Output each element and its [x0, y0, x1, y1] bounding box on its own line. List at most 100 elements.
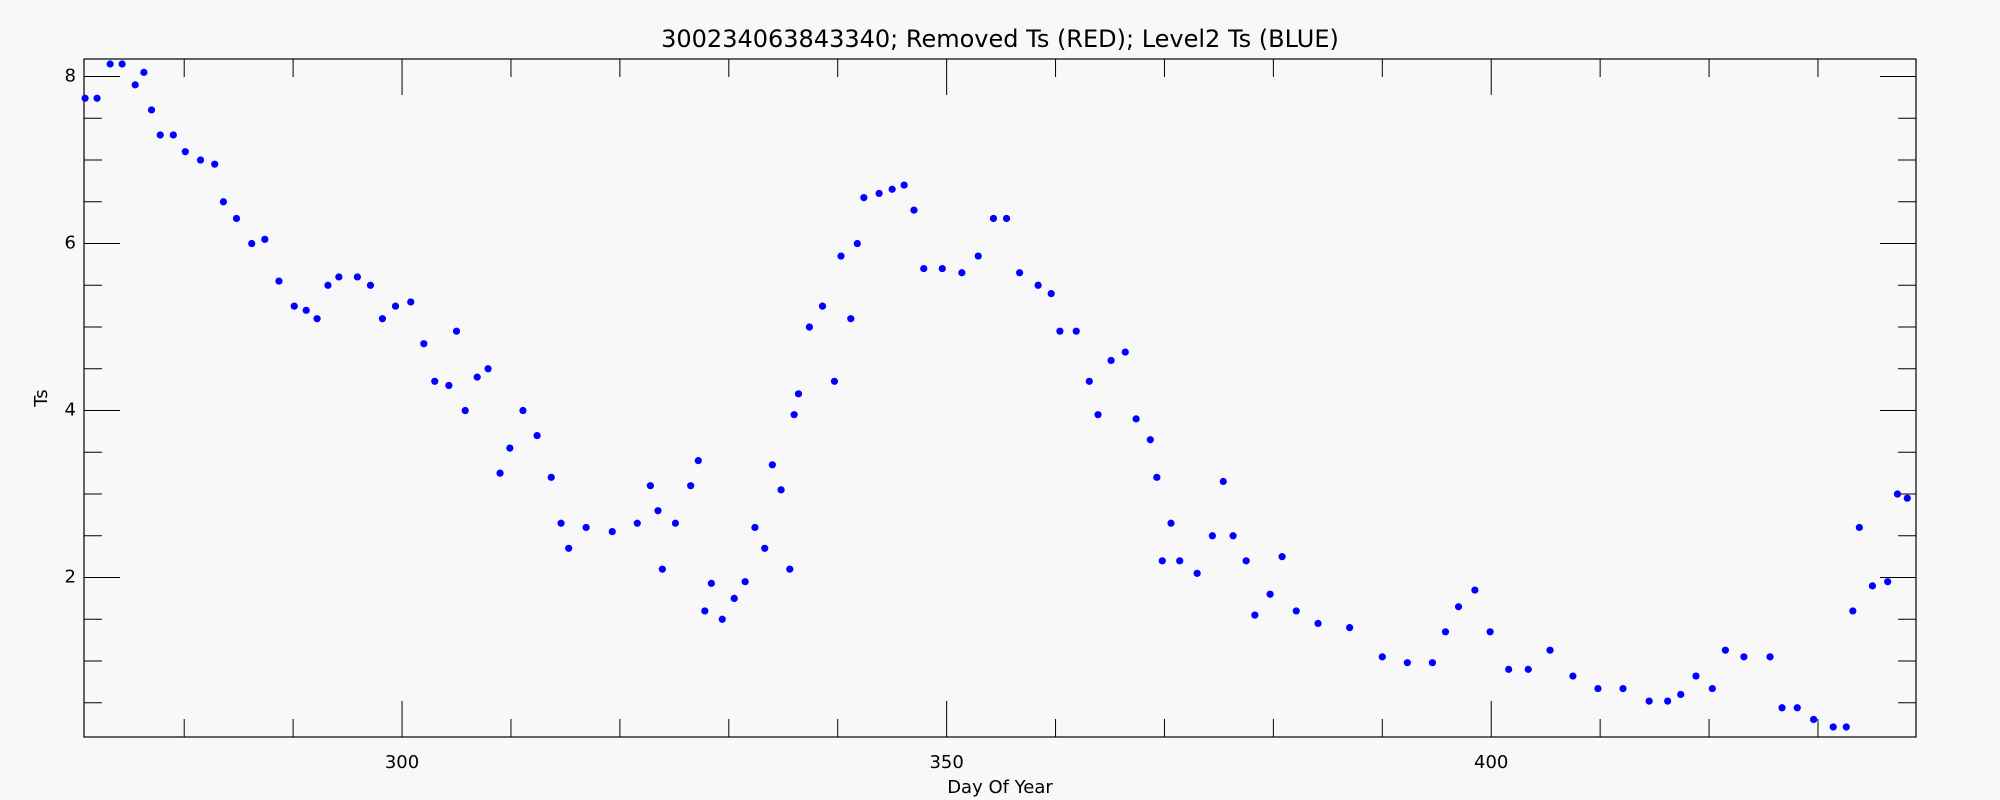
- data-point: [1868, 582, 1877, 590]
- data-point: [633, 519, 641, 527]
- data-point: [1893, 490, 1902, 498]
- data-point: [654, 507, 662, 515]
- data-point: [1692, 672, 1700, 680]
- data-point: [1132, 415, 1140, 423]
- data-point: [1251, 611, 1259, 619]
- data-point: [1778, 704, 1786, 712]
- data-point: [1314, 619, 1322, 628]
- data-point: [1471, 586, 1479, 594]
- data-point: [1121, 348, 1129, 356]
- data-point: [1594, 684, 1602, 693]
- data-point: [1454, 603, 1463, 611]
- data-point: [1378, 653, 1386, 661]
- data-point: [1677, 690, 1685, 699]
- data-point: [106, 60, 114, 68]
- data-point: [1242, 557, 1250, 565]
- x-tick-label: 400: [1474, 752, 1508, 773]
- data-point: [888, 185, 896, 193]
- data-point: [938, 264, 946, 273]
- data-point: [658, 565, 666, 573]
- y-tick-label: 2: [65, 567, 76, 588]
- data-point: [1208, 532, 1216, 540]
- data-point: [741, 578, 749, 586]
- data-point: [718, 615, 726, 623]
- data-point: [275, 277, 283, 285]
- data-point: [920, 264, 928, 273]
- data-point: [805, 323, 813, 331]
- data-point: [1292, 607, 1300, 615]
- data-point: [324, 281, 332, 289]
- data-point: [837, 252, 845, 260]
- data-point: [853, 239, 861, 248]
- data-point: [1810, 715, 1818, 724]
- data-point: [1428, 659, 1437, 667]
- data-point: [248, 239, 256, 248]
- data-point: [1708, 684, 1716, 693]
- data-point: [533, 431, 541, 440]
- data-point: [1002, 214, 1011, 223]
- data-point: [565, 544, 573, 552]
- data-point: [1569, 672, 1577, 680]
- data-point: [1505, 665, 1513, 673]
- data-point: [768, 461, 776, 469]
- data-point: [557, 519, 565, 527]
- y-tick-label: 4: [65, 400, 76, 421]
- data-point: [169, 131, 177, 139]
- data-point: [196, 156, 205, 164]
- data-point: [751, 523, 759, 532]
- data-point: [1884, 578, 1892, 586]
- data-point: [777, 486, 785, 494]
- data-point: [313, 315, 321, 323]
- x-axis-label: Day Of Year: [947, 777, 1053, 798]
- data-point: [461, 406, 469, 415]
- data-point: [1219, 477, 1227, 486]
- data-point: [547, 473, 555, 481]
- data-point: [302, 306, 310, 314]
- data-point: [1855, 523, 1863, 532]
- data-point: [1085, 377, 1093, 385]
- data-point: [1266, 590, 1274, 598]
- data-point: [989, 214, 998, 223]
- data-point: [1645, 697, 1653, 705]
- data-point: [1034, 281, 1042, 289]
- data-point: [407, 298, 415, 306]
- data-point: [1072, 327, 1080, 335]
- data-point: [1047, 290, 1055, 298]
- data-point: [860, 194, 868, 202]
- data-point: [261, 235, 269, 243]
- y-tick-label: 8: [65, 66, 76, 87]
- data-point: [1153, 473, 1161, 481]
- data-point: [219, 198, 228, 206]
- data-point: [910, 206, 918, 214]
- data-point: [875, 189, 883, 198]
- data-point: [1721, 646, 1729, 654]
- data-point: [608, 527, 616, 536]
- data-point: [694, 457, 702, 465]
- data-point: [1849, 607, 1857, 615]
- data-point: [1158, 557, 1166, 565]
- data-point: [484, 365, 492, 373]
- data-point: [290, 302, 298, 310]
- x-tick-label: 350: [929, 752, 963, 773]
- data-point: [353, 273, 361, 281]
- data-point: [1829, 723, 1837, 731]
- data-point: [140, 68, 148, 76]
- data-point: [1278, 553, 1286, 561]
- data-point: [1793, 704, 1801, 712]
- data-point: [1619, 684, 1627, 693]
- data-point: [378, 315, 387, 323]
- data-point: [671, 519, 680, 527]
- data-point: [93, 94, 101, 102]
- data-point: [761, 544, 769, 552]
- chart-title: 300234063843340; Removed Ts (RED); Level…: [661, 25, 1339, 53]
- data-point: [181, 148, 189, 156]
- data-point: [211, 160, 219, 168]
- data-point: [958, 269, 966, 277]
- data-point: [1193, 569, 1201, 577]
- data-point: [1403, 659, 1411, 667]
- data-point: [445, 381, 453, 390]
- data-point: [506, 444, 514, 452]
- data-point: [974, 252, 982, 260]
- data-point: [366, 281, 375, 289]
